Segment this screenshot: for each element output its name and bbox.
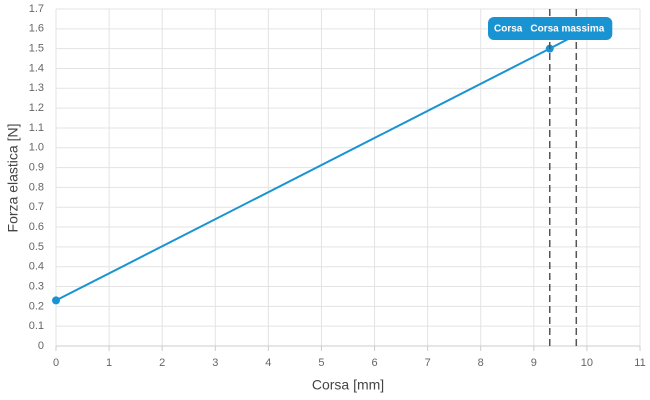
y-tick-label: 1.4	[29, 62, 44, 74]
y-tick-label: 0.2	[29, 300, 44, 312]
x-tick-label: 10	[581, 357, 593, 369]
reference-label: Corsa massima	[530, 24, 604, 35]
label-box	[488, 17, 613, 40]
y-tick-label: 0.7	[29, 201, 44, 213]
y-tick-label: 0.6	[29, 221, 44, 233]
y-tick-label: 1.3	[29, 82, 44, 94]
y-tick-label: 1.2	[29, 102, 44, 114]
x-axis-title: Corsa [mm]	[312, 377, 384, 393]
y-tick-label: 1.5	[29, 43, 44, 55]
x-tick-label: 11	[634, 357, 645, 369]
y-tick-label: 1.6	[29, 23, 44, 35]
y-axis-title: Forza elastica [N]	[5, 124, 21, 233]
x-tick-label: 5	[318, 357, 324, 369]
point	[52, 296, 60, 305]
y-tick-label: 0.3	[29, 280, 44, 292]
y-tick-label: 0	[38, 340, 44, 352]
x-tick-label: 7	[425, 357, 431, 369]
x-tick-label: 1	[106, 357, 112, 369]
y-tick-label: 0.5	[29, 241, 44, 253]
x-tick-label: 2	[159, 357, 165, 369]
reference-label: Corsa	[494, 24, 523, 35]
y-tick-label: 0.4	[29, 261, 44, 273]
y-tick-label: 1.0	[29, 142, 44, 154]
x-tick-label: 6	[371, 357, 377, 369]
x-tick-label: 0	[53, 357, 59, 369]
y-tick-label: 1.7	[29, 3, 44, 15]
x-tick-label: 8	[478, 357, 484, 369]
x-tick-label: 4	[265, 357, 271, 369]
y-tick-label: 0.9	[29, 161, 44, 173]
y-tick-label: 0.8	[29, 181, 44, 193]
x-tick-label: 9	[531, 357, 537, 369]
x-tick-label: 3	[212, 357, 218, 369]
y-tick-label: 1.1	[29, 122, 44, 134]
y-tick-label: 0.1	[29, 320, 44, 332]
